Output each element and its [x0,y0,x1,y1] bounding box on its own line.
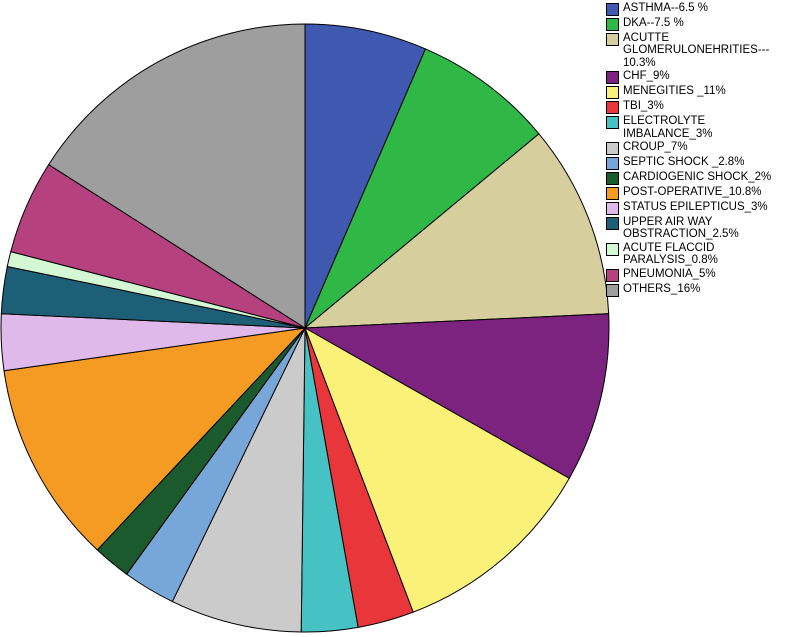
legend-label: CARDIOGENIC SHOCK_2% [623,171,772,184]
legend-item: CHF_9% [606,70,794,85]
legend-label: PNEUMONIA_5% [623,267,716,280]
legend-label: UPPER AIR WAY OBSTRACTION_2.5% [623,216,739,241]
legend-swatch [606,142,619,156]
legend-swatch [606,101,619,115]
legend-label: SEPTIC SHOCK _2.8% [623,156,745,169]
pie-slice [303,313,610,480]
legend-item: PNEUMONIA_5% [606,268,794,282]
legend-item: UPPER AIR WAY OBSTRACTION_2.5% [606,216,794,241]
legend-swatch [606,268,619,282]
legend-label: ACUTTE GLOMERULONEHRITIES--- 10.3% [623,32,770,69]
pie-slice [171,327,306,633]
legend-swatch [606,3,619,16]
legend-item: CARDIOGENIC SHOCK_2% [606,171,794,186]
legend-label: ASTHMA--6.5 % [623,2,708,14]
legend-label: STATUS EPILEPTICUS_3% [623,201,768,214]
legend-swatch [606,33,619,46]
legend-swatch [606,18,619,31]
legend-item: CROUP_7% [606,141,794,156]
pie-slice [304,23,427,329]
legend-label: CROUP_7% [623,141,688,154]
legend-label: ACUTE FLACCID PARALYSIS_0.8% [623,241,718,267]
legend-item: ACUTTE GLOMERULONEHRITIES--- 10.3% [606,32,794,69]
legend-swatch [606,86,619,100]
legend-swatch [606,116,619,130]
pie-slice [303,133,610,329]
legend-label: POST-OPERATIVE_10.8% [623,186,762,199]
legend-item: SEPTIC SHOCK _2.8% [606,156,794,171]
legend-label: MENEGITIES _11% [623,85,726,98]
pie-slice [47,23,306,329]
legend-swatch [606,217,619,231]
legend-label: DKA--7.5 % [623,17,684,29]
legend-swatch [606,187,619,201]
legend-item: DKA--7.5 % [606,17,794,31]
legend-item: MENEGITIES _11% [606,85,794,100]
pie-slice [304,326,570,613]
legend-swatch [606,202,619,216]
pie-slice [304,48,540,329]
legend-swatch [606,242,619,256]
legend-swatch [606,71,619,85]
legend-swatch [606,172,619,186]
legend-label: TBI_3% [623,100,664,113]
legend-swatch [606,283,619,297]
legend-item: STATUS EPILEPTICUS_3% [606,201,794,216]
legend-label: OTHERS_16% [623,282,701,295]
legend-item: ELECTROLYTE IMBALANCE_3% [606,115,794,140]
legend-item: TBI_3% [606,100,794,115]
legend-item: ASTHMA--6.5 % [606,2,794,16]
legend-item: ACUTE FLACCID PARALYSIS_0.8% [606,242,794,267]
legend-label: ELECTROLYTE IMBALANCE_3% [623,115,713,140]
legend-swatch [606,157,619,171]
pie-slice [3,327,307,551]
legend-item: OTHERS_16% [606,283,794,297]
legend: ASTHMA--6.5 % DKA--7.5 % ACUTTE GLOMERULON… [606,2,794,298]
legend-label: CHF_9% [623,70,670,83]
legend-item: POST-OPERATIVE_10.8% [606,186,794,201]
